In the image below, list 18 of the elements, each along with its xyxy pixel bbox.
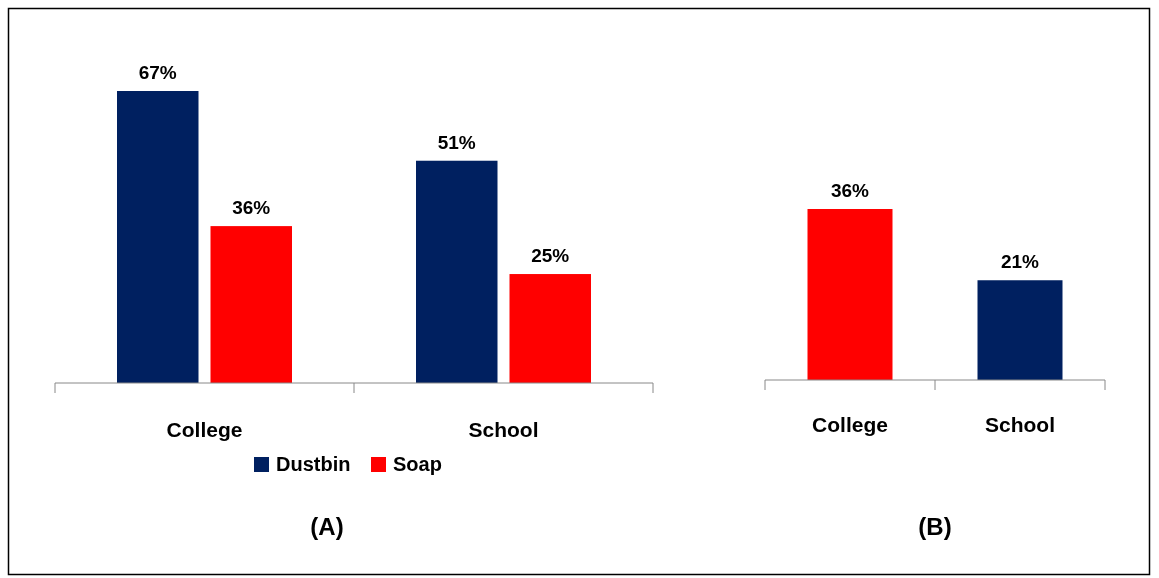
data-label: 21% xyxy=(1000,251,1040,273)
x-tick-label: College xyxy=(166,418,243,441)
x-tick-label: College xyxy=(812,413,888,436)
x-tick-label: School xyxy=(984,413,1056,436)
bar xyxy=(509,274,591,383)
bar xyxy=(416,160,498,383)
x-tick-label: School xyxy=(468,418,539,441)
data-label: 51% xyxy=(437,131,476,153)
legend-label: Soap xyxy=(393,453,442,475)
text: (B) xyxy=(918,513,952,540)
legend-label: Dustbin xyxy=(276,453,351,475)
data-label: 36% xyxy=(232,197,271,219)
data-label: 67% xyxy=(138,62,177,83)
data-label: 25% xyxy=(531,245,570,267)
text: (A) xyxy=(310,513,344,540)
bar xyxy=(210,226,292,383)
data-label: 36% xyxy=(830,180,870,201)
bar xyxy=(117,91,199,383)
